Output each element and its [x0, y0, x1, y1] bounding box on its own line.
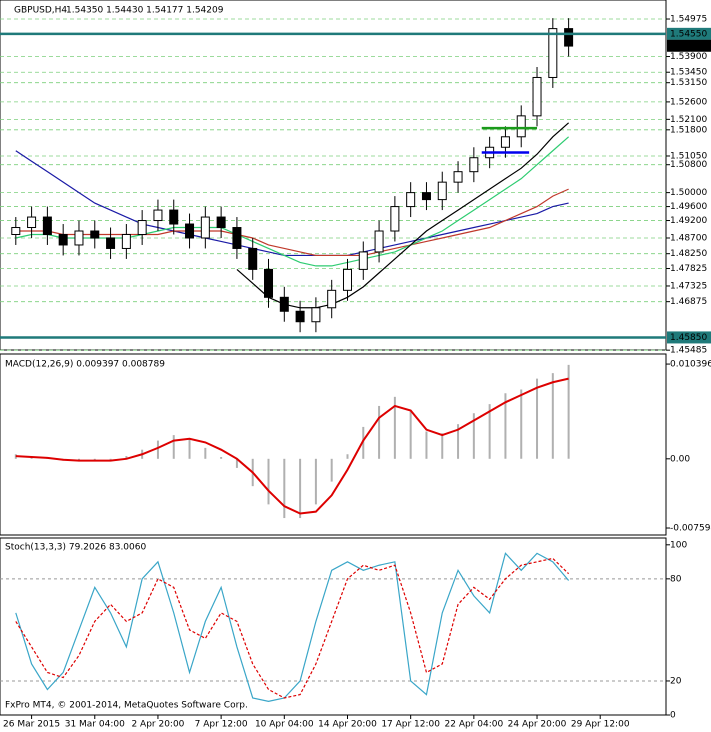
y-tick-label: 1.49200: [670, 216, 707, 226]
y-tick-label: 1.50800: [670, 160, 707, 170]
candle-body: [532, 76, 542, 117]
candle-body: [74, 230, 84, 246]
y-tick-label: 1.51800: [670, 125, 707, 135]
y-tick-label: 1.47325: [670, 281, 707, 291]
candle-body: [121, 233, 131, 249]
y-tick-label: 1.50000: [670, 188, 707, 198]
panel-title: Stoch(13,3,3) 79.2026 83.0060: [5, 543, 146, 553]
y-tick-label: 1.48700: [670, 233, 707, 243]
moving-average: [15, 188, 569, 257]
candle-body: [516, 115, 526, 138]
candle-body: [358, 251, 368, 270]
candle-body: [311, 307, 321, 323]
hline-label: 1.45850: [670, 333, 707, 343]
y-tick-label: 1.46875: [670, 297, 707, 307]
candle-body: [374, 230, 384, 253]
price-label: 1.54209: [670, 41, 707, 51]
candle-body: [11, 227, 21, 235]
y-tick-label: 1.53900: [670, 52, 707, 62]
candle-body: [469, 157, 479, 173]
x-tick-label: 26 Mar 2015: [3, 720, 60, 730]
hline-label: 1.54550: [670, 29, 707, 39]
y-tick-label: 1.47825: [670, 264, 707, 274]
candle-body: [564, 28, 574, 47]
footer: FxPro MT4, © 2001-2014, MetaQuotes Softw…: [5, 701, 248, 711]
hline-tag: [667, 27, 711, 40]
candle-body: [548, 28, 558, 78]
moving-average: [236, 122, 570, 309]
y-tick-label: 80: [670, 574, 682, 584]
candle-body: [453, 171, 463, 183]
candle-body: [406, 192, 416, 208]
hline-tag: [667, 331, 711, 344]
y-tick-label: 0.00: [670, 454, 690, 464]
candle-body: [216, 216, 226, 229]
price-tag: [667, 39, 711, 52]
macd-frame: [0, 353, 667, 536]
candle-body: [421, 192, 431, 201]
stoch-frame: [0, 537, 667, 716]
y-tick-label: 1.53150: [670, 78, 707, 88]
y-tick-label: 1.53450: [670, 68, 707, 78]
y-tick-label: 1.49600: [670, 202, 707, 212]
candle-body: [264, 268, 274, 298]
x-tick-label: 29 Apr 12:00: [571, 720, 630, 730]
candle-body: [248, 247, 258, 270]
panel-title: MACD(12,26,9) 0.009397 0.008789: [5, 360, 165, 370]
candle-body: [169, 209, 179, 225]
candle-body: [137, 220, 147, 235]
x-tick-label: 17 Apr 12:00: [381, 720, 440, 730]
candle-body: [106, 237, 116, 249]
y-tick-label: 1.51050: [670, 151, 707, 161]
candle-body: [27, 216, 37, 229]
y-tick-label: 100: [670, 540, 687, 550]
y-tick-label: 1.52600: [670, 97, 707, 107]
x-tick-label: 14 Apr 20:00: [318, 720, 377, 730]
y-tick-label: 1.48250: [670, 249, 707, 259]
candle-body: [200, 216, 210, 239]
moving-average: [15, 150, 569, 257]
candle-body: [42, 216, 52, 235]
x-tick-label: 7 Apr 12:00: [195, 720, 248, 730]
x-tick-label: 22 Apr 04:00: [445, 720, 504, 730]
candle-body: [58, 233, 68, 246]
y-tick-label: 1.52100: [670, 115, 707, 125]
candle-body: [232, 227, 242, 249]
candle-body: [153, 209, 163, 222]
y-tick-label: -0.007594: [670, 524, 711, 534]
candle-body: [342, 268, 352, 291]
x-tick-label: 24 Apr 20:00: [508, 720, 567, 730]
macd-signal: [15, 377, 569, 515]
stoch-signal: [15, 557, 570, 699]
candle-body: [437, 181, 447, 201]
candle-body: [390, 206, 400, 232]
y-tick-label: 0.010396: [670, 360, 711, 370]
x-tick-label: 10 Apr 04:00: [255, 720, 314, 730]
y-tick-label: 0: [670, 711, 676, 721]
quote: 1.54350 1.54430 1.54177 1.54209: [66, 6, 224, 16]
stoch-main: [15, 552, 570, 702]
candle-body: [279, 296, 289, 312]
x-tick-label: 31 Mar 04:00: [65, 720, 125, 730]
candle-body: [295, 310, 305, 323]
candle-body: [327, 289, 337, 309]
y-tick-label: 1.45485: [670, 346, 707, 356]
candle-body: [500, 136, 510, 148]
chart-title: GBPUSD,H4: [14, 6, 67, 16]
x-tick-label: 2 Apr 20:00: [131, 720, 184, 730]
candle-body: [90, 230, 100, 239]
y-tick-label: 1.54975: [670, 15, 707, 25]
y-tick-label: 20: [670, 676, 682, 686]
candle-body: [185, 223, 195, 239]
